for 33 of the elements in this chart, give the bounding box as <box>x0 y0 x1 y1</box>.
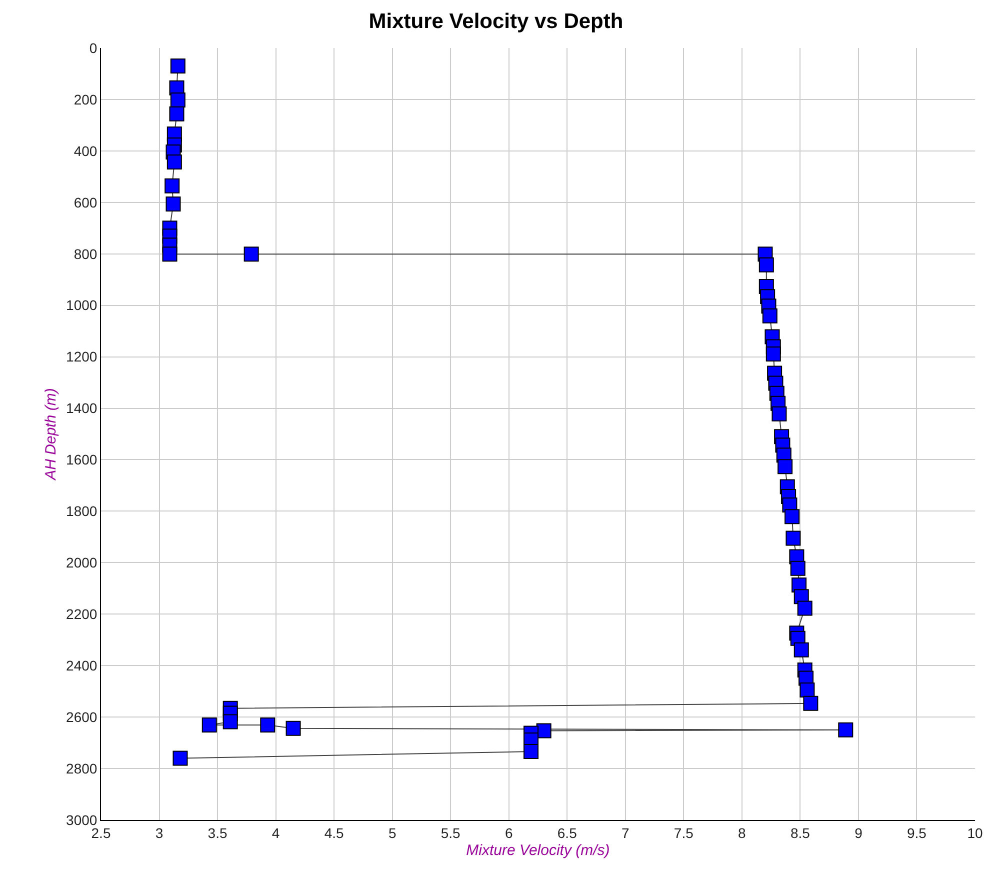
x-tick-label: 9 <box>854 824 863 841</box>
y-tick-label: 2000 <box>66 554 98 571</box>
x-tick-label: 8 <box>738 824 746 841</box>
y-tick-label: 1600 <box>66 452 98 468</box>
y-tick-label: 1200 <box>66 348 98 365</box>
x-tick-label: 8.5 <box>790 824 810 841</box>
x-tick-label: 3 <box>155 824 164 841</box>
x-tick-label: 6.5 <box>557 824 578 841</box>
x-tick-label: 9.5 <box>906 824 927 841</box>
x-tick-label: 5.5 <box>440 824 461 841</box>
y-tick-label: 1000 <box>66 297 98 314</box>
x-tick-label: 5 <box>388 824 396 841</box>
y-tick-label: 0 <box>89 40 98 56</box>
y-tick-label: 2600 <box>66 708 98 725</box>
y-tick-label: 1800 <box>66 503 98 520</box>
y-tick-label: 200 <box>74 91 98 108</box>
y-tick-label: 2400 <box>66 658 98 674</box>
y-tick-label: 400 <box>74 142 98 159</box>
x-tick-label: 6 <box>504 824 513 841</box>
x-tick-label: 4.5 <box>324 824 344 841</box>
chart-title: Mixture Velocity vs Depth <box>368 10 624 33</box>
x-tick-label: 3.5 <box>208 824 228 841</box>
y-tick-label: 2200 <box>66 606 98 622</box>
x-tick-label: 10 <box>967 824 983 841</box>
x-tick-label: 4 <box>272 824 280 841</box>
y-axis-title: AH Depth (m) <box>42 388 60 481</box>
x-tick-label: 7.5 <box>674 824 694 841</box>
x-tick-label: 7 <box>622 824 630 841</box>
x-axis-title: Mixture Velocity (m/s) <box>466 842 610 859</box>
y-tick-label: 600 <box>74 194 98 210</box>
y-tick-label: 2800 <box>66 760 98 776</box>
y-tick-label: 800 <box>74 246 98 262</box>
y-tick-label: 1400 <box>66 400 98 416</box>
